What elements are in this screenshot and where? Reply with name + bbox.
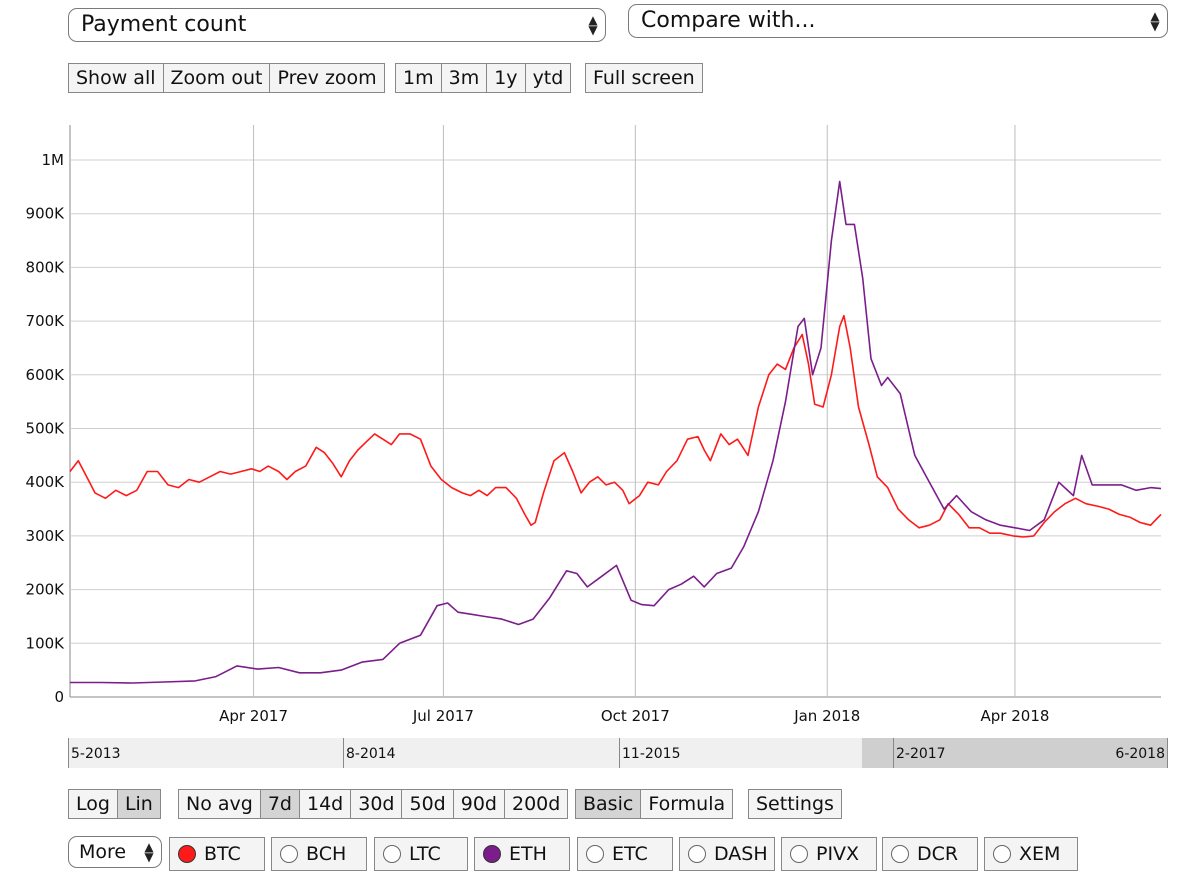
formula-mode-button[interactable]: Formula [640,789,734,819]
prev-zoom-button[interactable]: Prev zoom [269,63,385,93]
coin-label: BTC [204,843,241,865]
coin-label: DASH [714,843,768,865]
basic-mode-button[interactable]: Basic [575,789,642,819]
more-select-label: More [79,842,127,862]
navigator-label: 5-2013 [71,746,121,762]
radio-empty-icon [586,845,604,863]
radio-filled-icon [178,845,196,863]
range-1m-button[interactable]: 1m [395,63,442,93]
y-axis-ticks: 0 100K 200K 300K 400K 500K 600K 700K 800K 900K 1M [26,151,66,706]
coin-toggle-xem[interactable]: XEM [984,837,1078,871]
radio-empty-icon [993,845,1011,863]
y-tick-label: 500K [26,420,66,438]
avg-14d-button[interactable]: 14d [298,789,352,819]
y-tick-label: 0 [54,688,64,706]
log-scale-button[interactable]: Log [68,789,118,819]
navigator-label: 11-2015 [622,746,681,762]
x-tick-label: Jan 2018 [793,707,860,725]
coin-toggle-btc[interactable]: BTC [169,837,265,871]
y-tick-label: 100K [26,634,66,652]
select-arrows-icon: ▲ ▼ [144,840,154,864]
payment-count-chart[interactable]: 0100K200K300K400K500K600K700K800K900K1M … [0,0,1200,740]
coin-toggle-dcr[interactable]: DCR [882,837,978,871]
navigator-divider [893,738,894,768]
coin-toggle-ltc[interactable]: LTC [374,837,468,871]
navigator-selected-range[interactable] [862,738,1167,768]
fullscreen-group: Full screen [585,63,703,93]
metric-select-label: Payment count [81,14,247,36]
x-tick-label: Oct 2017 [601,707,670,725]
y-tick-label: 600K [26,366,66,384]
navigator-divider [619,738,620,768]
y-tick-label: 400K [26,473,66,491]
mode-button-group: Basic Formula [575,789,734,819]
y-tick-label: 800K [26,258,66,276]
series-line-btc [69,314,1162,538]
range-navigator[interactable]: 5-2013 8-2014 11-2015 2-2017 6-2018 [68,738,1168,768]
x-tick-label: Jul 2017 [412,707,474,725]
radio-filled-icon [483,845,501,863]
select-arrows-icon: ▲ ▼ [1150,9,1160,33]
coin-toggle-dash[interactable]: DASH [679,837,775,871]
avg-30d-button[interactable]: 30d [350,789,403,819]
zoom-button-group: Show all Zoom out Prev zoom [68,63,385,93]
more-select[interactable]: More ▲ ▼ [68,836,162,868]
navigator-label: 2-2017 [896,746,946,762]
x-axis-ticks: Apr 2017 Jul 2017 Oct 2017 Jan 2018 Apr 2018 [219,707,1049,725]
coin-label: PIVX [816,843,860,865]
y-tick-label: 900K [26,205,66,223]
radio-empty-icon [790,845,808,863]
compare-select[interactable]: Compare with... ▲ ▼ [628,4,1168,38]
series-line-eth [70,180,1162,684]
compare-select-label: Compare with... [641,10,816,32]
radio-empty-icon [891,845,909,863]
select-arrows-icon: ▲ ▼ [588,13,598,37]
coin-label: XEM [1019,843,1061,865]
full-screen-button[interactable]: Full screen [585,63,703,93]
range-button-group: 1m 3m 1y ytd [395,63,572,93]
coin-toggle-bch[interactable]: BCH [271,837,367,871]
show-all-button[interactable]: Show all [68,63,164,93]
average-button-group: No avg 7d 14d 30d 50d 90d 200d [178,789,569,819]
navigator-divider [343,738,344,768]
avg-none-button[interactable]: No avg [178,789,261,819]
x-tick-label: Apr 2018 [981,707,1050,725]
coin-toggle-pivx[interactable]: PIVX [781,837,877,871]
coin-label: BCH [306,843,347,865]
chart-series [69,180,1162,684]
y-tick-label: 700K [26,312,66,330]
coin-label: ETH [509,843,547,865]
range-ytd-button[interactable]: ytd [524,63,572,93]
lin-scale-button[interactable]: Lin [116,789,161,819]
y-tick-label: 1M [42,151,65,169]
radio-empty-icon [383,845,401,863]
avg-90d-button[interactable]: 90d [452,789,505,819]
navigator-label: 8-2014 [346,746,396,762]
y-tick-label: 300K [26,527,66,545]
coin-label: DCR [917,843,959,865]
coin-toggle-etc[interactable]: ETC [577,837,673,871]
coin-label: ETC [612,843,648,865]
avg-200d-button[interactable]: 200d [503,789,569,819]
metric-select[interactable]: Payment count ▲ ▼ [68,8,606,42]
y-tick-label: 200K [26,581,66,599]
navigator-label: 6-2018 [1115,746,1165,762]
coin-toggle-eth[interactable]: ETH [474,837,570,871]
coin-label: LTC [409,843,441,865]
settings-button[interactable]: Settings [748,789,842,819]
radio-empty-icon [688,845,706,863]
scale-button-group: Log Lin [68,789,161,819]
radio-empty-icon [280,845,298,863]
chart-grid [69,125,1161,698]
avg-50d-button[interactable]: 50d [401,789,454,819]
avg-7d-button[interactable]: 7d [259,789,300,819]
x-tick-label: Apr 2017 [219,707,288,725]
settings-group: Settings [748,789,842,819]
